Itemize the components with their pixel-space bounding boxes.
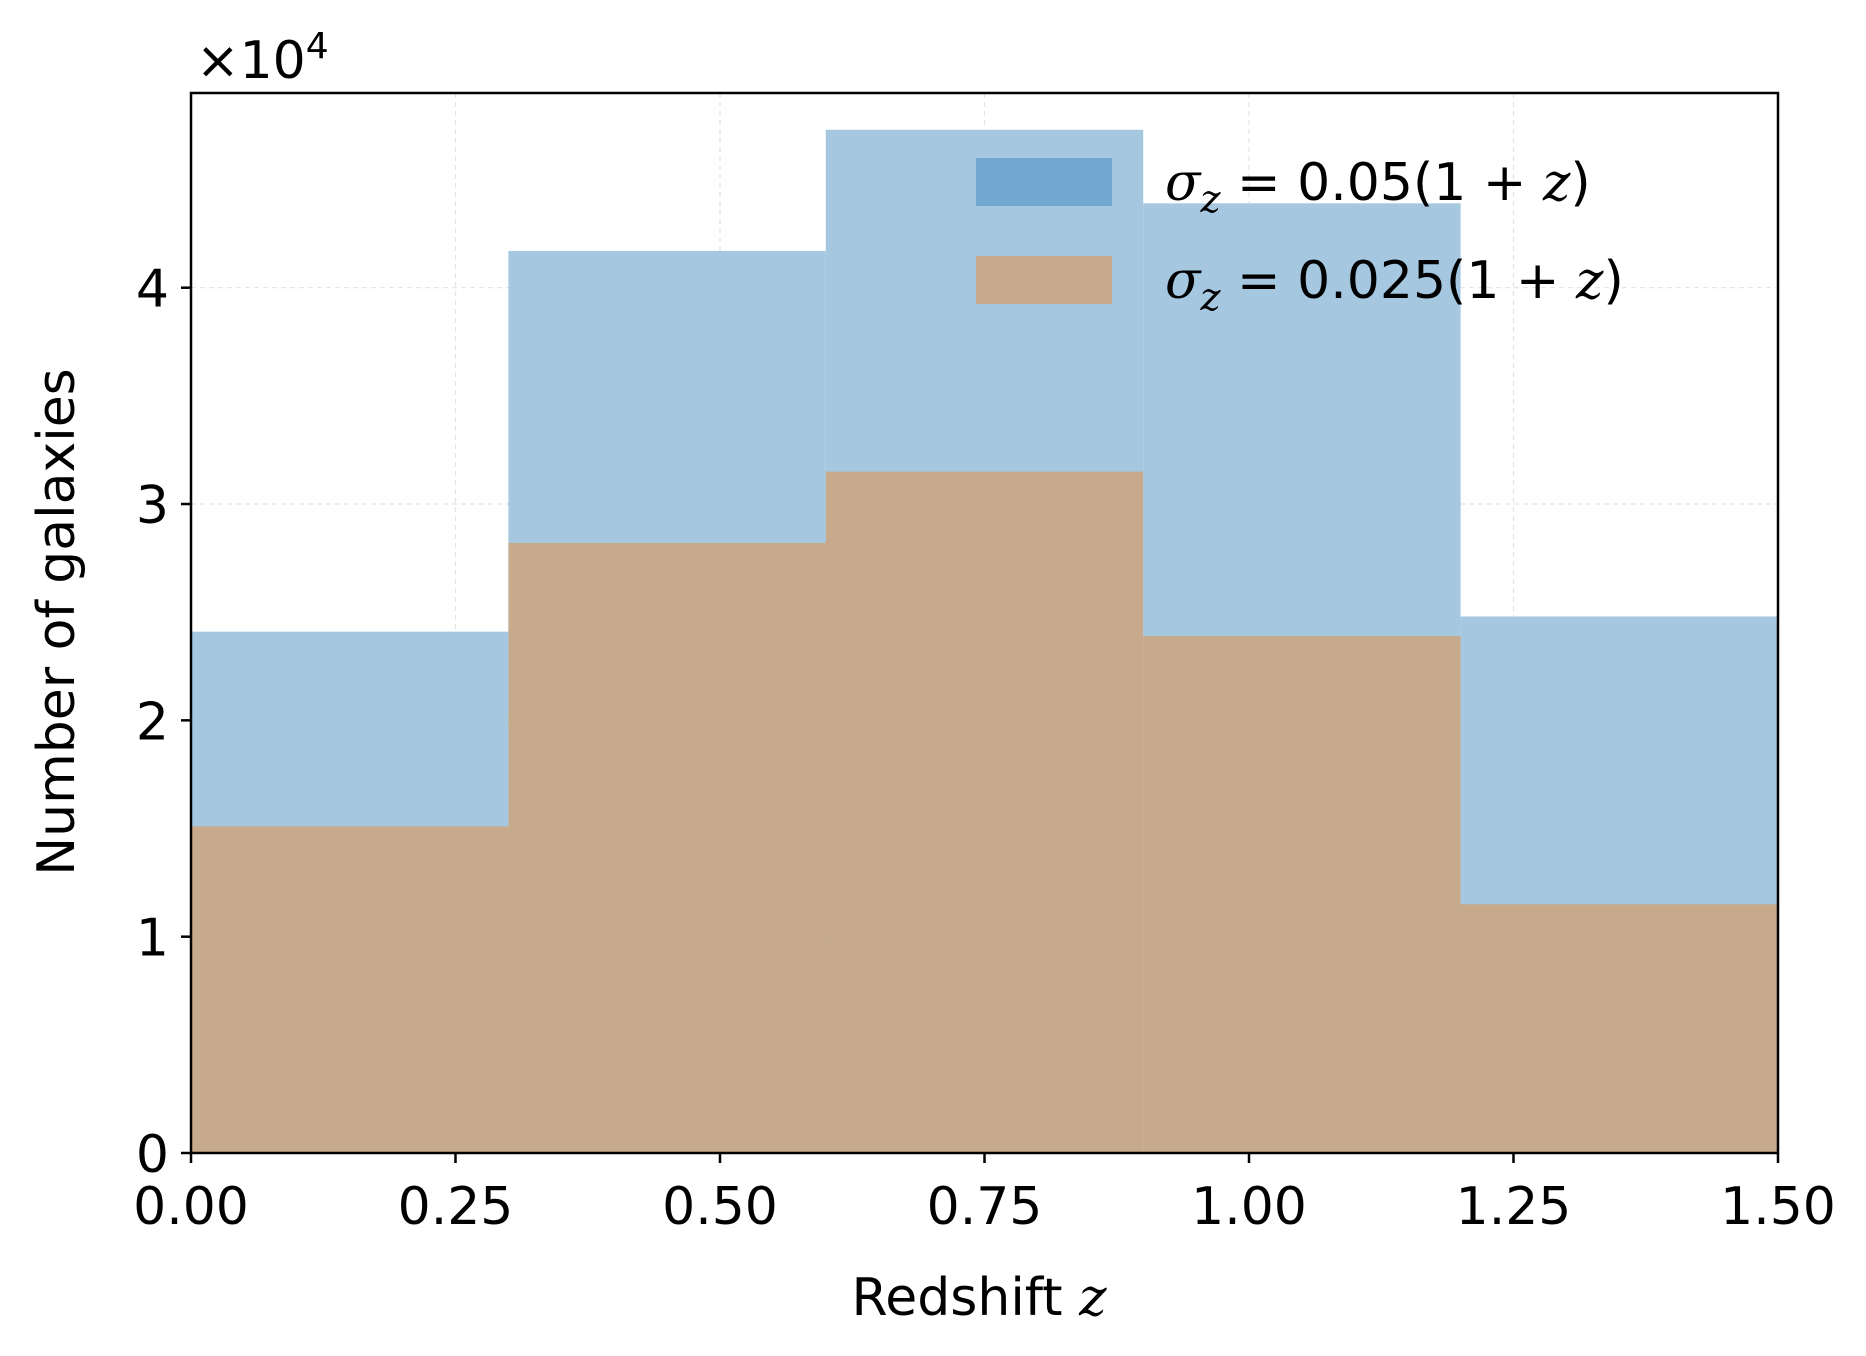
x-tick-label: 1.25 (1456, 1177, 1572, 1237)
y-tick-label: 3 (136, 476, 169, 536)
legend-variable: z (1575, 251, 1604, 311)
series-2-bar (508, 542, 826, 1153)
series-2-bar (191, 826, 509, 1153)
x-axis-ticks: 0.00 0.25 0.50 0.75 1.00 1.25 1.50 (133, 1153, 1836, 1237)
series-2-bar (825, 471, 1144, 1154)
legend-swatch-series-1 (976, 158, 1112, 206)
x-tick-label: 0.75 (927, 1177, 1043, 1237)
legend-expression: = 0.025(1 + (1221, 251, 1577, 311)
legend-close-paren: ) (1570, 153, 1590, 213)
legend-close-paren: ) (1603, 251, 1623, 311)
y-axis-ticks: 0 1 2 3 4 (136, 260, 191, 1185)
legend-label-series-2: σz = 0.025(1 + z) (1165, 251, 1624, 319)
y-tick-label: 2 (136, 692, 169, 752)
x-tick-label: 0.25 (398, 1177, 514, 1237)
legend-subscript: z (1200, 177, 1222, 221)
legend-swatch-series-2 (976, 256, 1112, 304)
legend-expression: = 0.05(1 + (1221, 153, 1543, 213)
legend-sigma: σ (1165, 153, 1202, 213)
legend-variable: z (1542, 153, 1571, 213)
x-tick-label: 1.50 (1720, 1177, 1836, 1237)
x-tick-label: 0.50 (662, 1177, 778, 1237)
offset-text-base: ×10 (196, 31, 306, 91)
y-tick-label: 4 (136, 260, 169, 320)
y-tick-label: 0 (136, 1125, 169, 1185)
x-tick-label: 1.00 (1191, 1177, 1307, 1237)
legend-subscript: z (1200, 275, 1222, 319)
legend-sigma: σ (1165, 251, 1202, 311)
x-axis-label-text: Redshift (851, 1268, 1079, 1328)
y-axis-offset-text: ×104 (196, 26, 329, 91)
series-2-bar (1143, 635, 1461, 1153)
x-axis-label-variable: z (1078, 1268, 1107, 1328)
series-2-bar (1460, 904, 1778, 1153)
y-axis-label: Number of galaxies (27, 368, 87, 876)
x-axis-label: Redshift z (851, 1268, 1107, 1328)
x-tick-label: 0.00 (133, 1177, 249, 1237)
histogram-bars (191, 129, 1778, 1154)
offset-text-exponent: 4 (306, 26, 329, 67)
series-2-bars (191, 471, 1778, 1154)
legend: σz = 0.05(1 + z)σz = 0.025(1 + z) (976, 153, 1624, 319)
legend-label-series-1: σz = 0.05(1 + z) (1165, 153, 1591, 221)
y-tick-label: 1 (136, 909, 169, 969)
